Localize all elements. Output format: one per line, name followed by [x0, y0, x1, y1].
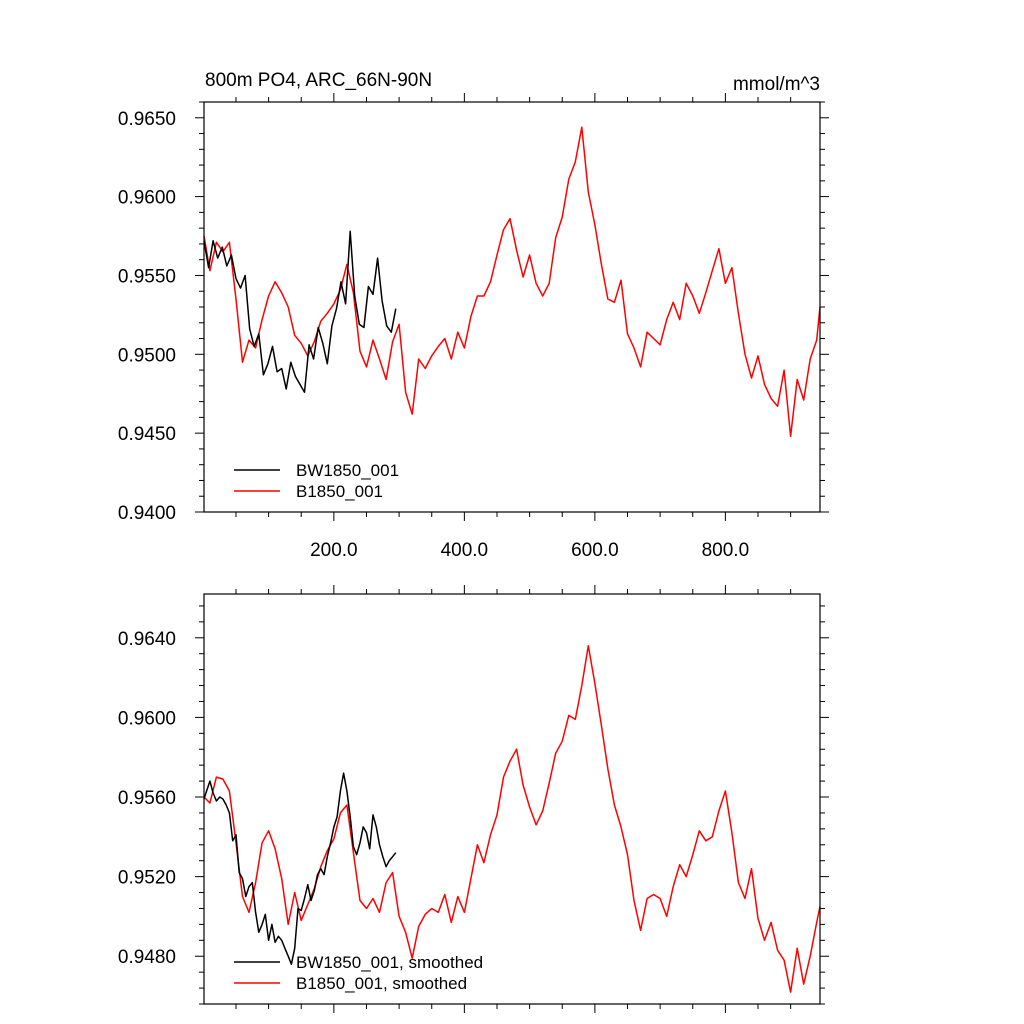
- y-tick-label: 0.9600: [118, 708, 176, 729]
- y-tick-label: 0.9560: [118, 788, 176, 809]
- plot-frame: [203, 593, 821, 1005]
- y-tick-label: 0.9450: [118, 424, 176, 445]
- y-tick-label: 0.9400: [118, 503, 176, 524]
- series-lines: [203, 644, 821, 993]
- y-tick-label: 0.9480: [118, 947, 176, 968]
- y-tick-label: 0.9650: [118, 109, 176, 130]
- panel-bottom: 0.9480 0.9520 0.9560 0.9600 0.9640 BW1850_00…: [118, 585, 829, 1013]
- chart-title: 800m PO4, ARC_66N-90N: [205, 70, 432, 91]
- x-tick-label: 600.0: [571, 540, 619, 561]
- y-tick-label: 0.9520: [118, 868, 176, 889]
- series-lines: [203, 126, 821, 438]
- x-tick-labels: 200.0 400.0 600.0 800.0: [310, 540, 749, 561]
- units-label: mmol/m^3: [733, 74, 820, 95]
- legend-label: BW1850_001, smoothed: [296, 953, 483, 972]
- plot-frame: [203, 101, 821, 513]
- tick-marks: [195, 585, 829, 1013]
- series-line-0: [203, 230, 397, 393]
- x-tick-label: 800.0: [702, 540, 750, 561]
- legend-label: B1850_001, smoothed: [296, 974, 467, 993]
- legend: BW1850_001, smoothed B1850_001, smoothed: [234, 953, 483, 993]
- legend: BW1850_001 B1850_001: [234, 461, 399, 501]
- x-tick-label: 400.0: [441, 540, 489, 561]
- panel-top: 800m PO4, ARC_66N-90N mmol/m^3 200.0 400.…: [118, 70, 829, 561]
- y-tick-label: 0.9640: [118, 629, 176, 650]
- y-tick-label: 0.9600: [118, 188, 176, 209]
- y-tick-label: 0.9500: [118, 345, 176, 366]
- series-line-1: [203, 126, 821, 438]
- y-tick-label: 0.9550: [118, 266, 176, 287]
- series-line-0: [203, 772, 397, 965]
- tick-marks: [195, 93, 829, 521]
- x-tick-label: 200.0: [310, 540, 358, 561]
- legend-label: BW1850_001: [296, 461, 399, 480]
- series-line-1: [203, 644, 821, 993]
- y-tick-labels: 0.9400 0.9450 0.9500 0.9550 0.9600 0.9650: [118, 109, 176, 524]
- legend-label: B1850_001: [296, 482, 383, 501]
- y-tick-labels: 0.9480 0.9520 0.9560 0.9600 0.9640: [118, 629, 176, 968]
